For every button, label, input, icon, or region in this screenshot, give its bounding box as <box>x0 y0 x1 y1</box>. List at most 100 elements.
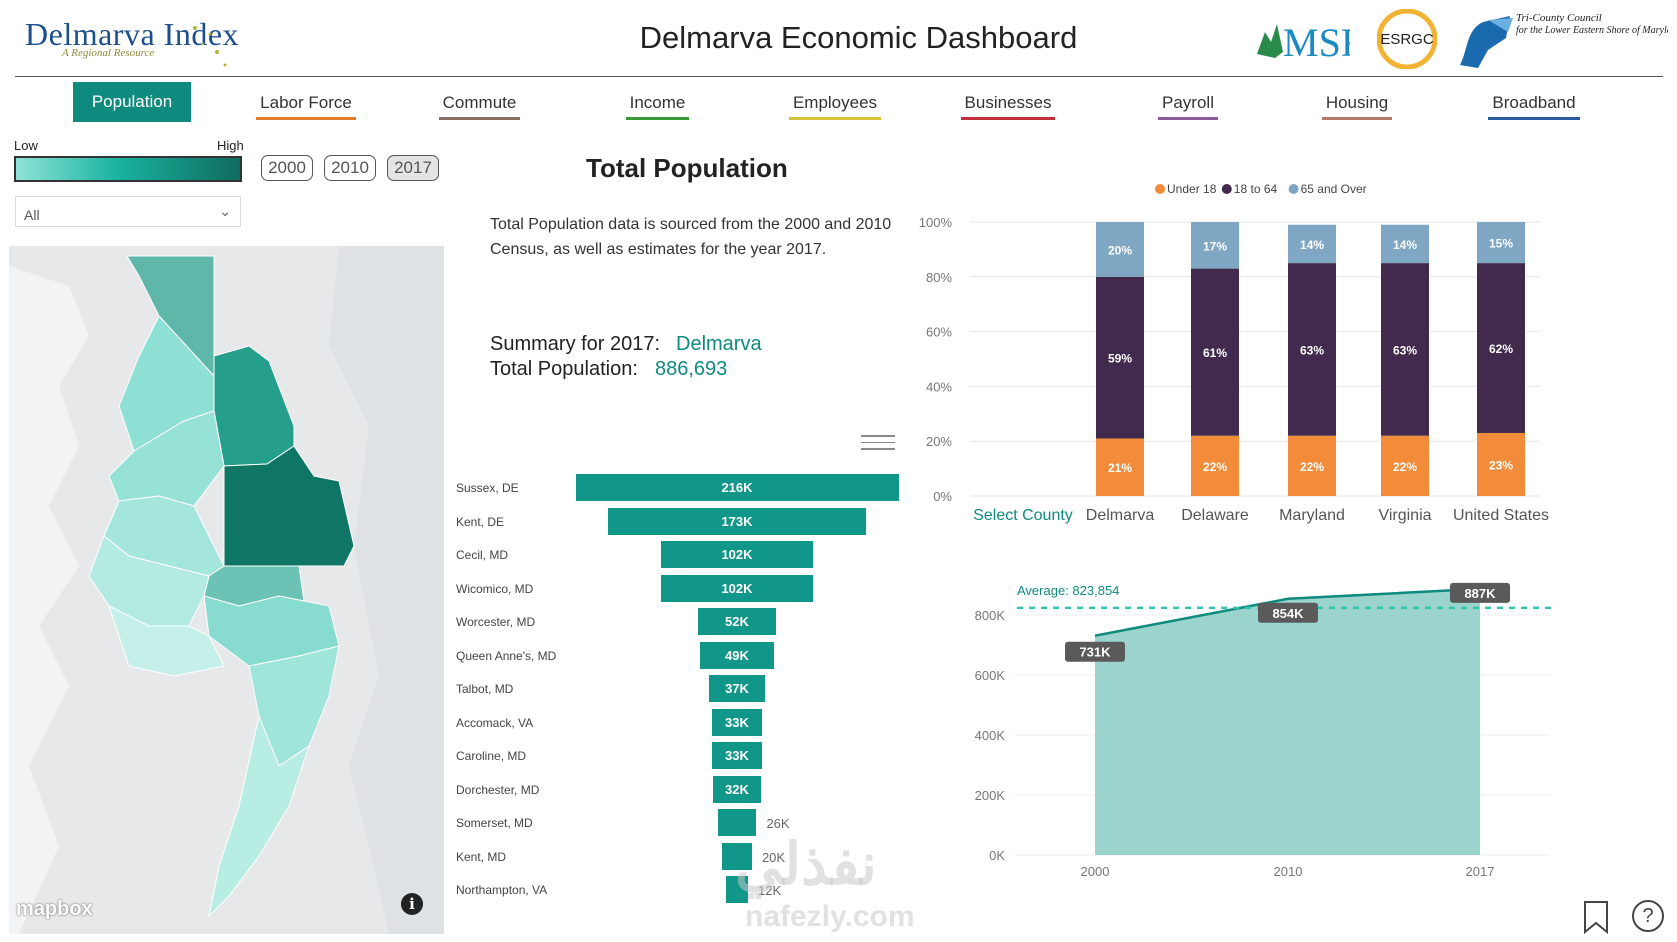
funnel-category-label: Dorchester, MD <box>456 782 540 797</box>
x-category-label: Virginia <box>1378 507 1431 524</box>
segment-value-label: 21% <box>1108 461 1132 475</box>
data-label: 731K <box>1079 645 1111 660</box>
funnel-bar[interactable]: 52K <box>698 608 776 635</box>
tab-population[interactable]: Population <box>73 82 191 122</box>
y-tick-label: 100% <box>919 215 953 230</box>
area-line <box>1094 587 1481 637</box>
legend-marker <box>1221 184 1232 194</box>
y-tick-label: 40% <box>926 379 952 394</box>
y-tick-label: 80% <box>926 270 952 285</box>
funnel-bar[interactable]: 33K <box>712 708 762 736</box>
stacked-segment <box>1381 435 1429 496</box>
funnel-category-label: Caroline, MD <box>456 749 527 763</box>
stacked-segment <box>1381 263 1429 436</box>
data-label-box <box>1258 602 1318 623</box>
section-title: Total Population <box>586 153 788 183</box>
funnel-bar[interactable] <box>717 809 757 836</box>
funnel-bar[interactable]: 102K <box>660 541 814 568</box>
funnel-bar[interactable]: 216K <box>575 474 899 501</box>
tab-commute[interactable]: Commute <box>427 82 532 122</box>
funnel-category-label: Talbot, MD <box>456 682 514 696</box>
stacked-segment <box>1096 276 1144 439</box>
segment-value-label: 14% <box>1393 238 1417 252</box>
tab-housing[interactable]: Housing <box>1305 82 1409 122</box>
county-select[interactable]: All ⌄ <box>15 196 241 227</box>
help-icon[interactable]: ? <box>1632 900 1664 932</box>
y-tick-label: 400K <box>975 728 1006 743</box>
y-tick-label: 600K <box>975 668 1006 683</box>
data-label: 887K <box>1464 586 1496 601</box>
x-category-label: Maryland <box>1279 507 1345 524</box>
watermark-arabic: نفذلي <box>735 832 877 897</box>
average-label: Average: 823,854 <box>1017 583 1119 598</box>
tab-labor-force[interactable]: Labor Force <box>250 82 362 122</box>
y-tick-label: 0K <box>989 848 1005 863</box>
tab-label: Employees <box>788 92 882 120</box>
x-category-label: Delmarva <box>1086 507 1155 524</box>
description-text: Total Population data is sourced from th… <box>490 216 892 258</box>
color-scale-legend <box>14 156 242 182</box>
bookmark-icon[interactable] <box>1583 900 1609 934</box>
year-button-2010[interactable]: 2010 <box>324 155 376 181</box>
funnel-category-label: Queen Anne's, MD <box>456 648 557 663</box>
stacked-segment <box>1381 224 1429 264</box>
segment-value-label: 20% <box>1108 243 1132 257</box>
info-icon[interactable]: i <box>401 893 423 915</box>
select-county-link: Select County <box>973 507 1073 524</box>
stacked-segment <box>1477 263 1525 433</box>
funnel-category-label: Somerset, MD <box>456 816 533 830</box>
chevron-down-icon: ⌄ <box>219 203 231 219</box>
segment-value-label: 15% <box>1489 237 1513 251</box>
page-title: Delmarva Economic Dashboard <box>639 20 1078 55</box>
funnel-category-label: Northampton, VA <box>456 883 548 897</box>
funnel-category-label: Wicomico, MD <box>456 581 534 596</box>
segment-value-label: 22% <box>1393 460 1417 474</box>
segment-value-label: 14% <box>1300 238 1324 252</box>
tab-income[interactable]: Income <box>605 82 710 122</box>
tab-label: Income <box>625 92 690 120</box>
data-label: 854K <box>1272 606 1304 621</box>
msrc-logo-text: MSRC <box>1283 20 1350 65</box>
tab-broadband[interactable]: Broadband <box>1480 82 1588 122</box>
tab-label: Businesses <box>960 92 1056 120</box>
funnel-value-label: 26K <box>766 816 790 831</box>
year-button-2017[interactable]: 2017 <box>387 155 439 181</box>
population-trend-area-chart: 0K 200K 400K 600K 800K Average: 823,854 731K 20… <box>975 583 1557 879</box>
segment-value-label: 61% <box>1203 346 1227 360</box>
funnel-bar[interactable]: 49K <box>700 641 774 669</box>
funnel-bar[interactable]: 173K <box>607 507 867 535</box>
legend-marker <box>1155 184 1165 194</box>
funnel-bar[interactable]: 37K <box>709 675 765 702</box>
funnel-bar[interactable] <box>726 876 748 903</box>
tab-employees[interactable]: Employees <box>780 82 890 122</box>
funnel-category-label: Accomack, VA <box>456 715 534 730</box>
stacked-segment <box>1191 268 1239 436</box>
stacked-segment <box>1477 432 1525 496</box>
x-category-label: Delaware <box>1181 507 1249 524</box>
tab-label: Population <box>91 92 173 111</box>
mapbox-attribution[interactable]: mapbox <box>16 898 93 920</box>
logo-dots-icon <box>193 26 227 67</box>
segment-value-label: 62% <box>1489 342 1513 356</box>
funnel-bar[interactable]: 33K <box>712 742 762 769</box>
total-population-label: Total Population: <box>490 358 638 380</box>
stacked-segment <box>1288 224 1336 264</box>
x-tick-label: 2000 <box>1081 864 1110 879</box>
visual-menu-icon[interactable] <box>861 435 895 455</box>
tab-payroll[interactable]: Payroll <box>1135 82 1241 122</box>
stacked-segment <box>1191 222 1239 269</box>
funnel-value-label: 20K <box>761 849 786 865</box>
x-tick-label: 2010 <box>1274 864 1303 879</box>
data-label-box <box>1065 641 1125 662</box>
funnel-bar[interactable]: 32K <box>713 775 761 803</box>
choropleth-map[interactable] <box>9 246 444 934</box>
legend-marker <box>1288 184 1299 194</box>
y-tick-label: 0% <box>933 489 952 504</box>
funnel-bar[interactable] <box>722 842 752 870</box>
funnel-category-label: Kent, DE <box>456 514 505 529</box>
tab-businesses[interactable]: Businesses <box>955 82 1061 122</box>
year-button-2000[interactable]: 2000 <box>261 155 313 181</box>
segment-value-label: 23% <box>1489 458 1513 472</box>
tab-label: Broadband <box>1488 92 1580 120</box>
funnel-bar[interactable]: 102K <box>660 574 814 602</box>
